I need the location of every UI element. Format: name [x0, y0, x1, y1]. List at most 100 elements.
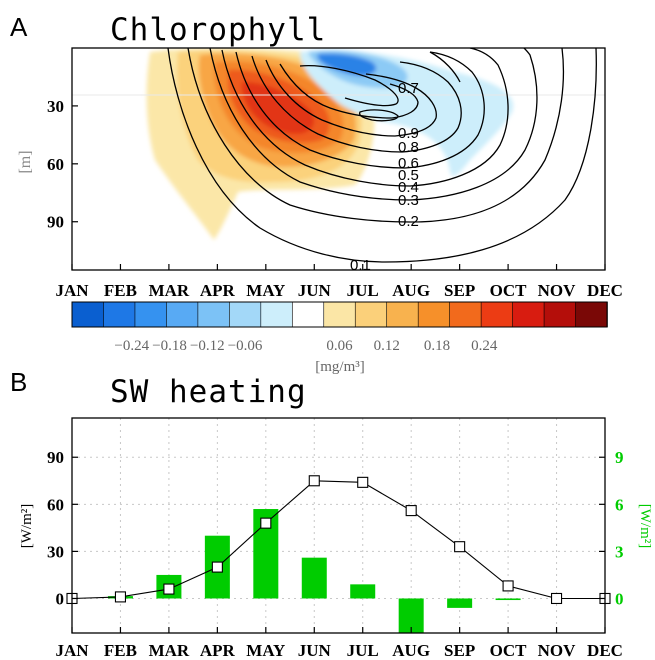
y-tick-label: 60: [47, 155, 64, 174]
x-tick-label: DEC: [587, 281, 623, 300]
x-tick-label: JUN: [298, 641, 332, 660]
line-point: [454, 541, 466, 553]
x-tick-label: SEP: [444, 641, 475, 660]
x-tick-label: AUG: [392, 281, 430, 300]
x-tick-label: MAR: [149, 641, 190, 660]
colorbar: −0.24 −0.18 −0.12 −0.06 0.06 0.12 0.18 0.24 [mg…: [71, 301, 608, 375]
colorbar-frame: [71, 301, 608, 328]
colorbar-cell: [386, 301, 419, 328]
contour-label: 0.3: [398, 192, 419, 209]
y-tick-label: 90: [47, 448, 64, 467]
x-tick-label: FEB: [104, 281, 137, 300]
colorbar-cell: [197, 301, 231, 328]
y-tick-label: 90: [47, 213, 64, 232]
x-tick-label: MAR: [149, 281, 190, 300]
bar: [495, 598, 521, 601]
line-series: [71, 480, 605, 600]
y-tick-label: 30: [47, 97, 64, 116]
y-tick-label-right: 0: [615, 589, 624, 608]
sw-heating-plot: JAN FEB MAR APR MAY JUN JUL AUG SEP OCT NOV DEC 030…: [19, 417, 653, 660]
contour-label: 0.8: [398, 139, 419, 156]
y-tick-label-right: 3: [615, 542, 624, 561]
colorbar-tick-label: 0.06: [326, 338, 353, 354]
contour-lines: [167, 48, 597, 263]
y-tick-label-right: 6: [615, 495, 624, 514]
x-axis-ticks-a: [71, 264, 606, 270]
colorbar-cell: [449, 301, 482, 328]
x-tick-label: JUN: [298, 281, 332, 300]
x-axis-labels-a: JAN FEB MAR APR MAY JUN JUL AUG SEP OCT NOV DEC: [55, 281, 622, 300]
contour-label: 0.2: [398, 213, 419, 230]
y-axis-left-b: 0 30 60 90: [47, 448, 78, 608]
x-tick-label: JAN: [55, 641, 89, 660]
x-tick-label: APR: [200, 641, 236, 660]
colorbar-cell: [260, 301, 294, 328]
plot-b-background: [72, 418, 605, 633]
chart-a-title: Chlorophyll: [110, 12, 326, 48]
line-point: [114, 591, 127, 603]
bar: [447, 598, 473, 608]
colorbar-cell: [166, 301, 199, 328]
plot-b-frame: [71, 417, 606, 634]
line-point: [502, 580, 514, 592]
colorbar-cell: [103, 301, 136, 328]
colorbar-cell: [229, 301, 262, 328]
line-point: [260, 517, 272, 529]
colorbar-tick-label: −0.24: [114, 338, 149, 354]
x-tick-label: JAN: [55, 281, 89, 300]
line-point: [405, 505, 417, 517]
x-tick-label: MAY: [246, 281, 285, 300]
line-point: [357, 476, 369, 488]
x-tick-label: AUG: [392, 641, 430, 660]
line-point: [211, 561, 223, 573]
x-tick-label: APR: [200, 281, 236, 300]
x-axis-ticks-b: [71, 627, 606, 633]
colorbar-cell: [417, 301, 451, 328]
colorbar-labels: −0.24 −0.18 −0.12 −0.06 0.06 0.12 0.18 0.24: [114, 338, 497, 354]
colorbar-cell: [512, 301, 545, 328]
contour-label: 0.6: [398, 155, 419, 172]
y-axis-title-a: [m]: [17, 150, 34, 173]
y-tick-label-right: 9: [615, 448, 624, 467]
x-tick-label: NOV: [538, 281, 577, 300]
plot-a-frame: [71, 47, 606, 271]
colorbar-cell: [575, 301, 608, 328]
anomaly-shading: 0.1 0.2 0.3 0.4 0.5 0.6 0.8 0.9 0.7: [72, 48, 605, 274]
colorbar-tick-label: 0.12: [374, 338, 400, 354]
bar: [350, 584, 376, 599]
y-axis-right-b: 0 3 6 9: [599, 448, 624, 608]
y-axis-left-title: [W/m²]: [19, 504, 35, 548]
y-axis-right-title: [W/m²]: [637, 504, 653, 548]
x-tick-label: SEP: [444, 281, 475, 300]
x-tick-label: FEB: [104, 641, 137, 660]
contour-label: 0.5: [398, 167, 419, 184]
x-tick-label: JUL: [347, 641, 379, 660]
contour-label: 0.4: [398, 179, 419, 196]
x-axis-labels-b: JAN FEB MAR APR MAY JUN JUL AUG SEP OCT NOV DEC: [55, 641, 622, 660]
colorbar-tick-label: −0.06: [228, 338, 263, 354]
line-point: [163, 583, 175, 595]
contour-label: 0.9: [398, 125, 419, 142]
panel-letter-b: B: [10, 367, 27, 397]
x-tick-label: OCT: [490, 641, 528, 660]
x-tick-label: OCT: [490, 281, 528, 300]
y-tick-label: 60: [47, 495, 64, 514]
x-tick-label: MAY: [246, 641, 285, 660]
colorbar-cell: [71, 301, 105, 328]
panel-letter-a: A: [10, 12, 28, 42]
x-tick-label: JUL: [347, 281, 379, 300]
colorbar-tick-label: 0.18: [424, 338, 450, 354]
chart-b-title: SW heating: [110, 374, 307, 410]
chlorophyll-plot: 0.1 0.2 0.3 0.4 0.5 0.6 0.8 0.9 0.7 JAN F…: [17, 47, 623, 300]
contour-label: 0.1: [350, 257, 371, 274]
y-tick-label: 0: [56, 589, 65, 608]
bar: [301, 557, 327, 599]
colorbar-cell: [480, 301, 514, 328]
line-point: [308, 475, 320, 487]
y-axis-a: 30 60 90: [47, 97, 78, 232]
x-tick-label: DEC: [587, 641, 623, 660]
y-tick-label: 30: [47, 542, 64, 561]
colorbar-cell: [354, 301, 388, 328]
colorbar-cell: [323, 301, 357, 328]
colorbar-unit: [mg/m³]: [315, 359, 365, 375]
